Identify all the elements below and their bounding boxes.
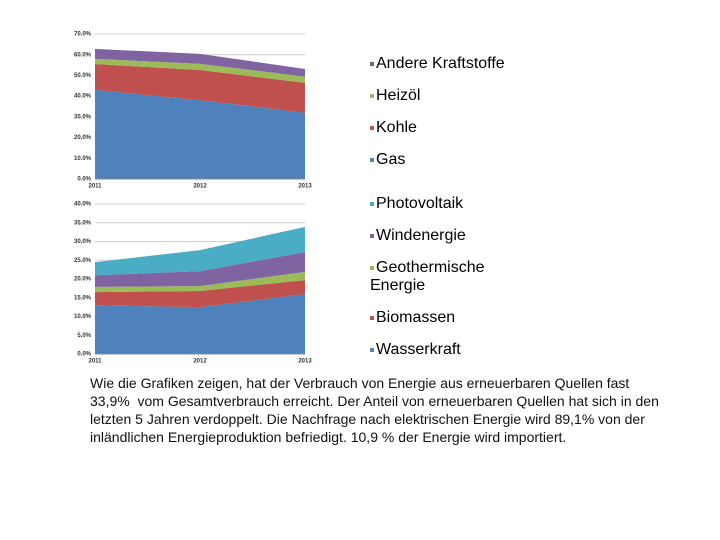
y-tick-label: 15.0% <box>74 295 92 301</box>
legend-label: Windenergie <box>376 227 466 244</box>
y-tick-label: 40.0% <box>74 202 92 208</box>
y-tick-label: 70.0% <box>74 32 92 38</box>
area <box>95 252 305 287</box>
area <box>95 64 305 113</box>
x-tick-label: 2013 <box>298 184 312 190</box>
y-tick-label: 35.0% <box>74 220 92 226</box>
y-tick-label: 20.0% <box>74 135 92 141</box>
area <box>95 271 305 293</box>
x-tick-label: 2011 <box>88 359 102 365</box>
legend-item: Photovoltaik <box>370 195 520 213</box>
legend-item: Kohle <box>370 119 520 137</box>
area <box>95 58 305 83</box>
legend-swatch <box>370 125 374 130</box>
legend-swatch <box>370 233 374 238</box>
y-tick-label: 20.0% <box>74 277 92 283</box>
legend-label: Geothermische Energie <box>370 259 485 294</box>
legend-label: Kohle <box>376 119 417 136</box>
legend-label: Heizöl <box>376 87 421 104</box>
legend: Andere Kraftstoffe Heizöl Kohle Gas Photovol… <box>370 55 520 373</box>
y-tick-label: 10.0% <box>74 314 92 320</box>
legend-label: Photovoltaik <box>376 195 464 212</box>
y-tick-label: 10.0% <box>74 156 92 162</box>
legend-swatch <box>370 93 374 98</box>
x-tick-label: 2011 <box>88 184 102 190</box>
area <box>95 89 305 179</box>
y-tick-label: 40.0% <box>74 94 92 100</box>
legend-swatch <box>370 265 374 270</box>
y-tick-label: 30.0% <box>74 114 92 120</box>
legend-swatch <box>370 347 374 352</box>
legend-item: Biomassen <box>370 309 520 327</box>
x-tick-label: 2012 <box>193 184 207 190</box>
y-tick-label: 60.0% <box>74 52 92 58</box>
area <box>95 294 305 354</box>
legend-item: Geothermische Energie <box>370 259 520 295</box>
x-tick-label: 2012 <box>193 359 207 365</box>
area <box>95 280 305 308</box>
paragraph: Wie die Grafiken zeigen, hat der Verbrau… <box>90 375 663 445</box>
legend-item: Andere Kraftstoffe <box>370 55 520 73</box>
legend-swatch <box>370 315 374 320</box>
y-tick-label: 50.0% <box>74 73 92 79</box>
y-tick-label: 30.0% <box>74 239 92 245</box>
y-tick-label: 0.0% <box>77 352 91 358</box>
x-tick-label: 2013 <box>298 359 312 365</box>
legend-item: Gas <box>370 151 520 169</box>
area <box>95 48 305 77</box>
legend-label: Wasserkraft <box>376 341 461 358</box>
legend-item: Windenergie <box>370 227 520 245</box>
legend-item: Wasserkraft <box>370 341 520 359</box>
y-tick-label: 5.0% <box>77 333 91 339</box>
y-tick-label: 25.0% <box>74 258 92 264</box>
legend-label: Andere Kraftstoffe <box>376 55 505 72</box>
legend-label: Gas <box>376 151 406 168</box>
area <box>95 226 305 276</box>
legend-swatch <box>370 201 374 206</box>
y-tick-label: 0.0% <box>77 177 91 183</box>
legend-label: Biomassen <box>376 309 456 326</box>
legend-item: Heizöl <box>370 87 520 105</box>
legend-swatch <box>370 61 374 66</box>
legend-swatch <box>370 157 374 162</box>
